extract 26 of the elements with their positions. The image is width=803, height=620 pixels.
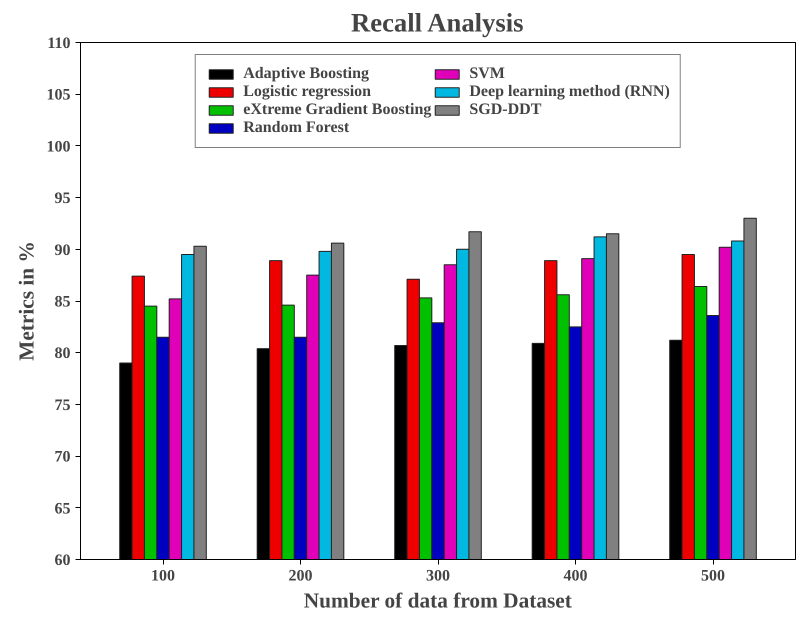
y-axis-title: Metrics in % [14,241,38,361]
legend-label: SVM [469,65,505,83]
y-tick-label: 105 [46,86,70,104]
y-tick-label: 60 [54,552,70,569]
legend-label: Adaptive Boosting [243,65,370,83]
y-tick-label: 90 [54,242,70,259]
legend-label: Deep learning method (RNN) [469,83,670,101]
x-tick-label: 100 [151,568,175,584]
y-tick-label: 80 [54,345,70,362]
legend-label: Random Forest [243,119,350,137]
legend-label: Logistic regression [243,83,372,101]
x-tick-label: 300 [426,568,450,584]
y-tick-label: 75 [54,396,70,414]
y-tick-label: 100 [46,138,70,156]
y-tick-label: 70 [54,448,70,466]
y-tick-label: 95 [54,190,70,208]
x-tick-label: 200 [288,568,312,584]
legend-label: eXtreme Gradient Boosting [243,101,432,119]
y-tick-label: 65 [54,500,70,518]
chart-title: Recall Analysis [350,8,524,38]
y-tick-label: 110 [47,35,71,52]
x-axis-title: Number of data from Dataset [304,588,573,612]
legend-label: SGD-DDT [469,101,542,119]
y-tick-label: 85 [54,294,70,310]
x-tick-label: 400 [564,568,588,584]
x-tick-label: 500 [701,568,725,584]
